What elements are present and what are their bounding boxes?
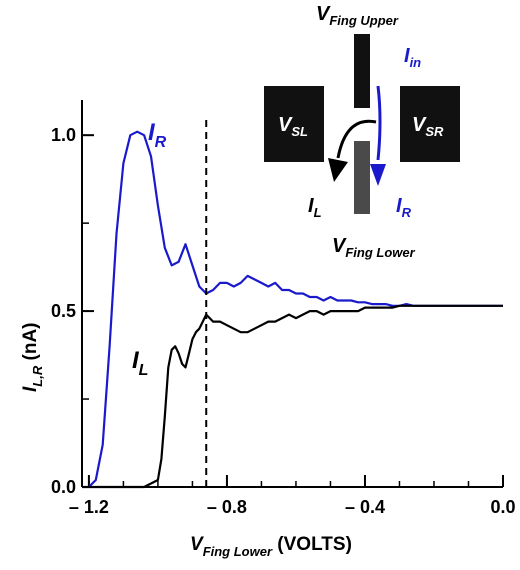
current-left-path bbox=[336, 119, 377, 159]
inset-in-label-sub: in bbox=[410, 55, 422, 70]
series-label-ir-sub: R bbox=[155, 134, 167, 151]
inset-out-left-label-base: I bbox=[308, 195, 314, 217]
inset-out-left-label-sub: L bbox=[314, 205, 322, 220]
left-gate-label: VSL bbox=[278, 114, 308, 139]
y-tick-label: 1.0 bbox=[51, 125, 76, 145]
right-gate-label-sub: SR bbox=[425, 124, 444, 139]
y-axis-label-sub: L,R bbox=[30, 365, 45, 387]
x-tick-label: – 0.4 bbox=[345, 497, 385, 517]
inset-top-label-base: V bbox=[316, 3, 331, 25]
current-in-path bbox=[376, 85, 382, 161]
inset-top-label-sub: Fing Upper bbox=[329, 13, 399, 28]
inset-out-right-label-base: I bbox=[396, 195, 402, 217]
inset-bottom-label-sub: Fing Lower bbox=[345, 245, 415, 260]
axis-ticks: – 1.2 – 0.8 – 0.4 0.0 0.0 0.5 1.0 bbox=[51, 125, 516, 517]
left-gate-label-sub: SL bbox=[291, 124, 308, 139]
inset-in-label-base: I bbox=[404, 45, 410, 67]
series-label-il: IL bbox=[132, 347, 148, 379]
y-axis-label: IL,R (nA) bbox=[20, 323, 45, 393]
x-tick-label: 0.0 bbox=[490, 497, 515, 517]
y-tick-label: 0.5 bbox=[51, 301, 76, 321]
y-axis-label-base: I bbox=[20, 386, 41, 392]
series-label-ir: IR bbox=[148, 119, 167, 151]
inset-out-right-label: IR bbox=[396, 195, 412, 220]
inset-schematic: VFing Upper VSL VSR Iin IL IR VFing Lowe… bbox=[264, 3, 460, 260]
inset-out-left-label: IL bbox=[308, 195, 322, 220]
inset-out-right-label-sub: R bbox=[402, 205, 412, 220]
inset-bottom-label: VFing Lower bbox=[332, 235, 416, 260]
y-tick-label: 0.0 bbox=[51, 477, 76, 497]
x-axis-label: VFing Lower (VOLTS) bbox=[190, 534, 352, 559]
curves bbox=[82, 130, 503, 489]
x-tick-label: – 1.2 bbox=[69, 497, 109, 517]
inset-in-label: Iin bbox=[404, 45, 421, 70]
plot-axes bbox=[81, 100, 503, 488]
x-axis-label-sub: Fing Lower bbox=[203, 544, 273, 559]
series-label-il-sub: L bbox=[139, 362, 149, 379]
series-line-i-l bbox=[82, 304, 503, 489]
x-axis-label-rest: (VOLTS) bbox=[272, 534, 352, 555]
left-gate-box bbox=[264, 86, 324, 162]
series-label-il-base: I bbox=[132, 347, 140, 374]
left-gate-label-base: V bbox=[278, 114, 293, 136]
y-axis-label-rest: (nA) bbox=[20, 323, 41, 366]
series-line-i-r bbox=[88, 130, 503, 488]
right-gate-label: VSR bbox=[412, 114, 444, 139]
series-label-ir-base: I bbox=[148, 119, 156, 146]
inset-top-label: VFing Upper bbox=[316, 3, 399, 28]
upper-finger-gate bbox=[354, 34, 370, 108]
arrow-right-head bbox=[370, 164, 386, 186]
right-gate-box bbox=[400, 86, 460, 162]
x-axis-label-base: V bbox=[190, 534, 204, 555]
right-gate-label-base: V bbox=[412, 114, 427, 136]
lower-finger-gate bbox=[354, 141, 370, 214]
arrow-left-head bbox=[328, 158, 348, 182]
inset-bottom-label-base: V bbox=[332, 235, 347, 257]
x-tick-label: – 0.8 bbox=[207, 497, 247, 517]
